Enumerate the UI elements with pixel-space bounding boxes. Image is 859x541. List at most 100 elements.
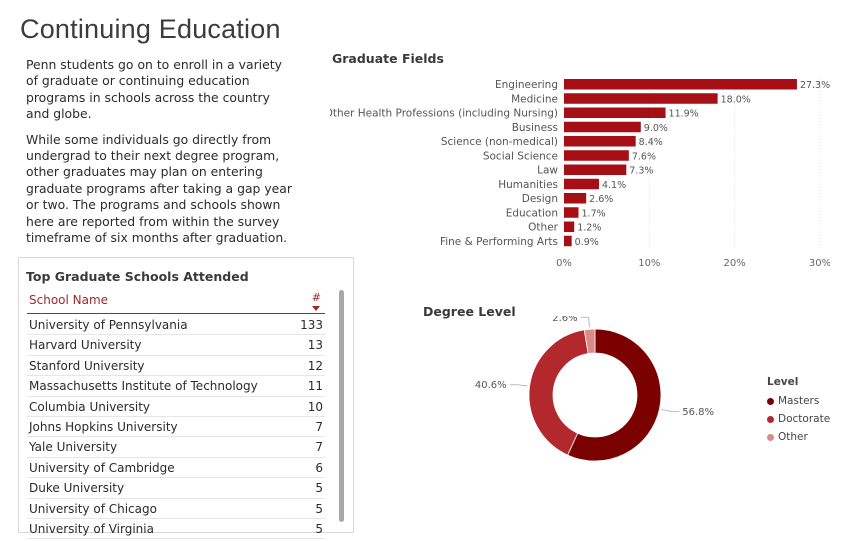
school-name-cell: Yale University: [29, 440, 118, 455]
school-count-cell: 5: [315, 501, 323, 516]
school-count-cell: 5: [315, 481, 323, 496]
x-tick-label: 0%: [556, 258, 572, 269]
data-label: 11.9%: [669, 109, 699, 120]
legend-item-other[interactable]: Other: [767, 428, 830, 446]
graduate-fields-title: Graduate Fields: [332, 51, 444, 66]
bar: [564, 121, 641, 133]
data-label: 27.3%: [800, 80, 830, 91]
category-label: Other: [528, 222, 558, 234]
table-row[interactable]: University of Cambridge 6: [27, 458, 325, 479]
table-row[interactable]: Harvard University 13: [27, 335, 325, 356]
data-label: 2.6%: [589, 194, 613, 205]
category-label: Humanities: [498, 179, 558, 191]
school-name-cell: University of Cambridge: [29, 460, 175, 475]
sort-descending-icon[interactable]: [312, 306, 320, 311]
table-scrollbar[interactable]: [339, 290, 344, 522]
x-tick-label: 30%: [809, 258, 830, 269]
intro-text: Penn students go on to enroll in a varie…: [26, 57, 296, 255]
top-schools-title: Top Graduate Schools Attended: [26, 269, 249, 284]
school-count-cell: 5: [315, 521, 323, 536]
leader-line: [509, 384, 528, 387]
legend-dot: [767, 398, 774, 405]
data-label: 1.7%: [582, 208, 606, 219]
school-name-cell: University of Virginia: [29, 521, 154, 536]
bar: [564, 93, 718, 104]
table-row[interactable]: Duke University 5: [27, 478, 325, 499]
bar: [564, 235, 572, 247]
degree-legend: Level Masters Doctorate Other: [767, 376, 830, 446]
slice-label: 56.8%: [682, 407, 714, 418]
schools-list: University of Pennsylvania 133 Harvard Uni…: [27, 315, 333, 540]
slice-label: 2.6%: [552, 316, 577, 324]
category-label: Law: [537, 165, 558, 177]
table-row[interactable]: Johns Hopkins University 7: [27, 417, 325, 438]
leader-line: [661, 409, 680, 412]
bar: [564, 221, 575, 232]
bar: [564, 107, 666, 118]
table-row[interactable]: Yale University 7: [27, 437, 325, 458]
x-tick-label: 10%: [638, 258, 660, 269]
donut-slice-masters[interactable]: [567, 328, 662, 462]
bar: [564, 164, 627, 175]
legend-title: Level: [767, 376, 799, 388]
table-row[interactable]: Stanford University 12: [27, 356, 325, 377]
school-name-cell: University of Pennsylvania: [29, 318, 188, 332]
x-tick-label: 20%: [724, 258, 746, 269]
bar: [564, 178, 599, 190]
data-label: 1.2%: [577, 223, 601, 234]
category-label: Design: [522, 193, 558, 205]
school-name-cell: Columbia University: [29, 399, 151, 414]
data-label: 7.3%: [629, 166, 653, 177]
bar: [564, 136, 636, 147]
school-count-cell: 133: [300, 318, 323, 332]
category-label: Medicine: [511, 93, 558, 105]
data-label: 0.9%: [575, 237, 599, 248]
bar: [564, 79, 797, 90]
school-name-cell: Massachusetts Institute of Technology: [29, 379, 258, 394]
table-row[interactable]: University of Virginia 5: [27, 519, 325, 540]
degree-level-chart: 56.8% 40.6% 2.6%: [475, 316, 714, 462]
bar: [564, 193, 587, 204]
legend-item-masters[interactable]: Masters: [767, 392, 830, 410]
table-row[interactable]: University of Chicago 5: [27, 499, 325, 519]
column-header-school-name[interactable]: School Name: [29, 293, 109, 307]
intro-paragraph-1: Penn students go on to enroll in a varie…: [26, 57, 282, 122]
category-label: Science (non-medical): [441, 136, 558, 148]
legend-item-doctorate[interactable]: Doctorate: [767, 410, 830, 428]
data-label: 8.4%: [639, 137, 663, 148]
category-label: Engineering: [495, 79, 558, 91]
table-row[interactable]: Columbia University 10: [27, 397, 325, 417]
category-label: Business: [512, 122, 558, 134]
data-label: 4.1%: [602, 180, 626, 191]
page-title: Continuing Education: [20, 14, 281, 44]
column-header-count[interactable]: #: [311, 291, 321, 304]
donut-slice-other[interactable]: [583, 328, 596, 355]
school-name-cell: University of Chicago: [29, 501, 157, 516]
data-label: 7.6%: [632, 151, 656, 162]
leader-line: [580, 316, 590, 328]
bar: [564, 150, 629, 161]
data-label: 18.0%: [721, 94, 751, 105]
data-label: 9.0%: [644, 123, 668, 134]
table-row[interactable]: University of Pennsylvania 133: [27, 315, 325, 336]
category-label: Fine & Performing Arts: [440, 236, 558, 248]
school-name-cell: Johns Hopkins University: [29, 419, 178, 434]
table-row[interactable]: Massachusetts Institute of Technology 11: [27, 376, 325, 397]
slice-label: 40.6%: [475, 380, 507, 391]
category-label: Education: [506, 207, 558, 219]
school-count-cell: 6: [315, 460, 323, 475]
school-count-cell: 13: [307, 338, 323, 353]
school-count-cell: 12: [307, 358, 323, 373]
legend-dot: [767, 416, 774, 423]
school-name-cell: Stanford University: [29, 358, 145, 373]
graduate-fields-chart: 0% 10% 20% 30% Engineering 27.3% Medicine 18.0%…: [330, 79, 830, 269]
school-count-cell: 10: [307, 399, 323, 414]
top-schools-table: Top Graduate Schools Attended School Nam…: [18, 257, 354, 540]
table-header: School Name #: [27, 291, 325, 314]
bar: [564, 207, 579, 218]
donut-slice-doctorate[interactable]: [528, 329, 589, 456]
school-count-cell: 11: [307, 379, 323, 394]
degree-level-title: Degree Level: [423, 304, 516, 319]
legend-label: Other: [778, 431, 808, 443]
category-label: Social Science: [483, 150, 558, 162]
